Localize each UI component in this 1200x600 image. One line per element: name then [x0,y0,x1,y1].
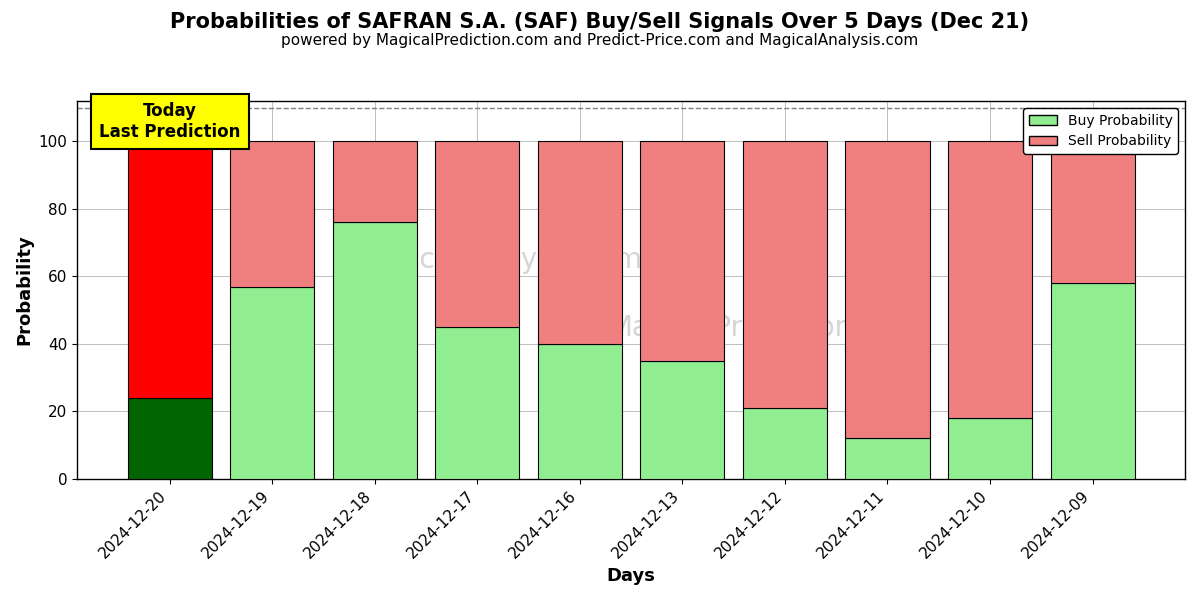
Bar [230,287,314,479]
Bar [948,418,1032,479]
Bar [743,408,827,479]
Text: powered by MagicalPrediction.com and Predict-Price.com and MagicalAnalysis.com: powered by MagicalPrediction.com and Pre… [281,33,919,48]
Text: MagicalAnalysis.com: MagicalAnalysis.com [354,245,643,274]
Y-axis label: Probability: Probability [14,235,32,345]
Bar [332,142,416,223]
Bar [127,398,211,479]
Bar [436,142,520,327]
Bar [641,361,725,479]
Bar [846,439,930,479]
Legend: Buy Probability, Sell Probability: Buy Probability, Sell Probability [1024,108,1178,154]
Bar [948,142,1032,418]
Bar [538,344,622,479]
Bar [230,142,314,287]
Bar [332,223,416,479]
Text: MagicalPrediction.com: MagicalPrediction.com [608,314,920,341]
Bar [1050,283,1135,479]
Bar [538,142,622,344]
Bar [127,142,211,398]
Bar [743,142,827,408]
Text: Probabilities of SAFRAN S.A. (SAF) Buy/Sell Signals Over 5 Days (Dec 21): Probabilities of SAFRAN S.A. (SAF) Buy/S… [170,12,1030,32]
X-axis label: Days: Days [607,567,655,585]
Bar [1050,142,1135,283]
Text: Today
Last Prediction: Today Last Prediction [98,102,240,140]
Bar [846,142,930,439]
Bar [641,142,725,361]
Bar [436,327,520,479]
